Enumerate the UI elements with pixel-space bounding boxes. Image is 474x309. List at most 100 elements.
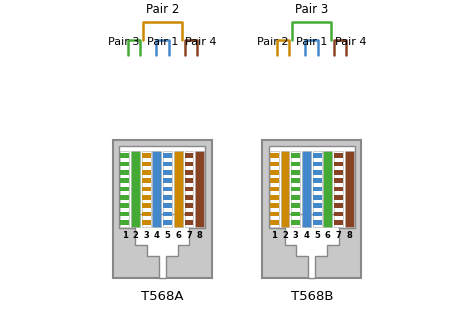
Bar (292, 220, 300, 225)
Bar (292, 151, 300, 226)
Text: 4: 4 (154, 231, 160, 239)
Bar (163, 195, 172, 200)
Text: 3: 3 (293, 231, 299, 239)
Text: 6: 6 (325, 231, 331, 239)
Bar (292, 195, 300, 200)
Bar (334, 153, 343, 158)
Bar (313, 212, 321, 217)
Text: 8: 8 (346, 231, 352, 239)
Bar (334, 162, 343, 166)
Bar (270, 153, 279, 158)
Bar (184, 151, 193, 226)
Bar (142, 178, 151, 183)
Bar (313, 220, 321, 225)
Text: Pair 3: Pair 3 (108, 37, 139, 47)
Bar (334, 151, 343, 226)
Text: 2: 2 (133, 231, 138, 239)
Bar (292, 170, 300, 175)
Text: 7: 7 (186, 231, 192, 239)
Polygon shape (135, 214, 189, 278)
Bar (292, 187, 300, 191)
Bar (142, 204, 151, 208)
Text: Pair 4: Pair 4 (335, 37, 366, 47)
Text: Pair 1: Pair 1 (146, 37, 178, 47)
Bar (142, 195, 151, 200)
Bar (131, 151, 140, 226)
Bar (270, 212, 279, 217)
Bar (184, 195, 193, 200)
Text: 6: 6 (175, 231, 181, 239)
Bar (142, 170, 151, 175)
Bar (120, 204, 129, 208)
Bar (313, 153, 321, 158)
Bar (269, 146, 355, 228)
Bar (163, 178, 172, 183)
Bar (313, 162, 321, 166)
Bar (120, 187, 129, 191)
Bar (313, 195, 321, 200)
Bar (313, 170, 321, 175)
Bar (119, 146, 205, 228)
Bar (270, 151, 279, 226)
Bar (120, 153, 129, 158)
Bar (270, 187, 279, 191)
Bar (292, 162, 300, 166)
Text: 1: 1 (272, 231, 277, 239)
Bar (345, 151, 354, 226)
Bar (163, 212, 172, 217)
Bar (120, 170, 129, 175)
Bar (184, 212, 193, 217)
Text: Pair 1: Pair 1 (296, 37, 328, 47)
Bar (174, 151, 182, 226)
Bar (120, 212, 129, 217)
Bar (163, 220, 172, 225)
Text: 7: 7 (336, 231, 341, 239)
Bar (270, 162, 279, 166)
Bar (313, 187, 321, 191)
Bar (142, 153, 151, 158)
Bar (270, 178, 279, 183)
Bar (334, 170, 343, 175)
Bar (120, 151, 129, 226)
Bar (270, 220, 279, 225)
Bar (323, 151, 332, 226)
Bar (292, 204, 300, 208)
Text: Pair 3: Pair 3 (295, 3, 328, 16)
Bar (334, 178, 343, 183)
Bar (120, 195, 129, 200)
Text: 2: 2 (282, 231, 288, 239)
Polygon shape (285, 214, 339, 278)
Bar (334, 187, 343, 191)
Text: 8: 8 (197, 231, 202, 239)
Bar (195, 151, 204, 226)
Bar (270, 204, 279, 208)
Bar (302, 151, 311, 226)
Text: Pair 2: Pair 2 (257, 37, 289, 47)
Bar (184, 178, 193, 183)
Bar (270, 170, 279, 175)
Bar (313, 151, 321, 226)
Bar (163, 204, 172, 208)
Bar (163, 187, 172, 191)
Bar (163, 162, 172, 166)
Bar (184, 162, 193, 166)
Text: 1: 1 (122, 231, 128, 239)
Bar (184, 153, 193, 158)
Bar (163, 170, 172, 175)
Bar (334, 212, 343, 217)
Bar (334, 220, 343, 225)
Bar (113, 140, 211, 278)
Text: 3: 3 (143, 231, 149, 239)
Bar (313, 204, 321, 208)
Bar (142, 220, 151, 225)
Bar (184, 170, 193, 175)
Bar (184, 220, 193, 225)
Bar (142, 212, 151, 217)
Text: 4: 4 (303, 231, 310, 239)
Bar (334, 204, 343, 208)
Bar (263, 140, 361, 278)
Bar (313, 178, 321, 183)
Bar (292, 153, 300, 158)
Bar (270, 195, 279, 200)
Text: Pair 4: Pair 4 (185, 37, 217, 47)
